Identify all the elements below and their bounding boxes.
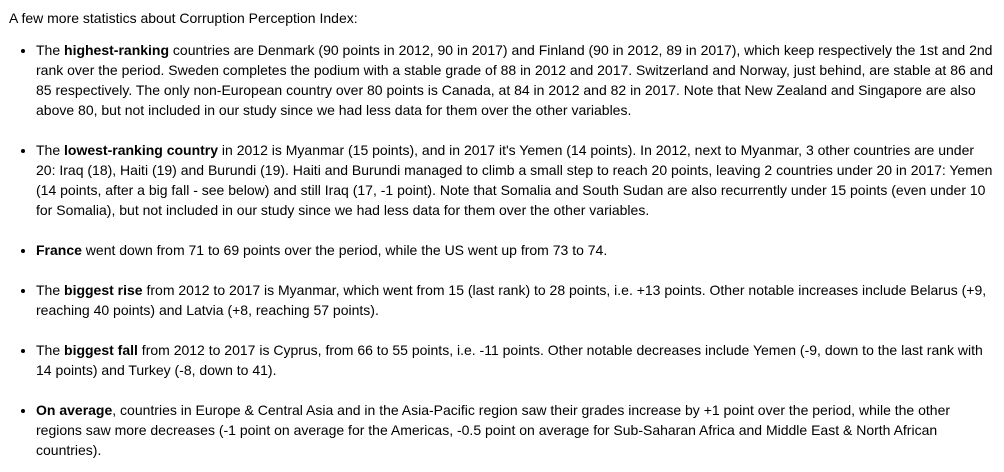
list-item-on-average: On average, countries in Europe & Centra… bbox=[36, 400, 994, 460]
item-pre: The bbox=[36, 342, 65, 358]
item-bold: highest-ranking bbox=[64, 42, 170, 58]
list-item-biggest-rise: The biggest rise from 2012 to 2017 is My… bbox=[36, 280, 994, 320]
intro-text: A few more statistics about Corruption P… bbox=[9, 10, 358, 26]
item-post: countries are Denmark (90 points in 2012… bbox=[36, 42, 994, 118]
item-bold: biggest rise bbox=[64, 282, 143, 298]
item-pre: The bbox=[36, 282, 65, 298]
item-post: went down from 71 to 69 points over the … bbox=[81, 242, 608, 258]
item-pre: The bbox=[36, 42, 65, 58]
item-post: from 2012 to 2017 is Myanmar, which went… bbox=[36, 282, 987, 318]
item-bold: On average bbox=[36, 402, 113, 418]
list-item-lowest-ranking: The lowest-ranking country in 2012 is My… bbox=[36, 140, 994, 220]
item-bold: France bbox=[36, 242, 82, 258]
item-bold: lowest-ranking country bbox=[64, 142, 219, 158]
item-pre: The bbox=[36, 142, 65, 158]
statistics-list: The highest-ranking countries are Denmar… bbox=[9, 40, 994, 460]
list-item-biggest-fall: The biggest fall from 2012 to 2017 is Cy… bbox=[36, 340, 994, 380]
list-item-france: France went down from 71 to 69 points ov… bbox=[36, 240, 994, 260]
item-post: , countries in Europe & Central Asia and… bbox=[36, 402, 951, 458]
document-page: A few more statistics about Corruption P… bbox=[0, 0, 1004, 460]
list-item-highest-ranking: The highest-ranking countries are Denmar… bbox=[36, 40, 994, 120]
item-post: in 2012 is Myanmar (15 points), and in 2… bbox=[36, 142, 993, 218]
item-post: from 2012 to 2017 is Cyprus, from 66 to … bbox=[36, 342, 983, 378]
item-bold: biggest fall bbox=[64, 342, 138, 358]
